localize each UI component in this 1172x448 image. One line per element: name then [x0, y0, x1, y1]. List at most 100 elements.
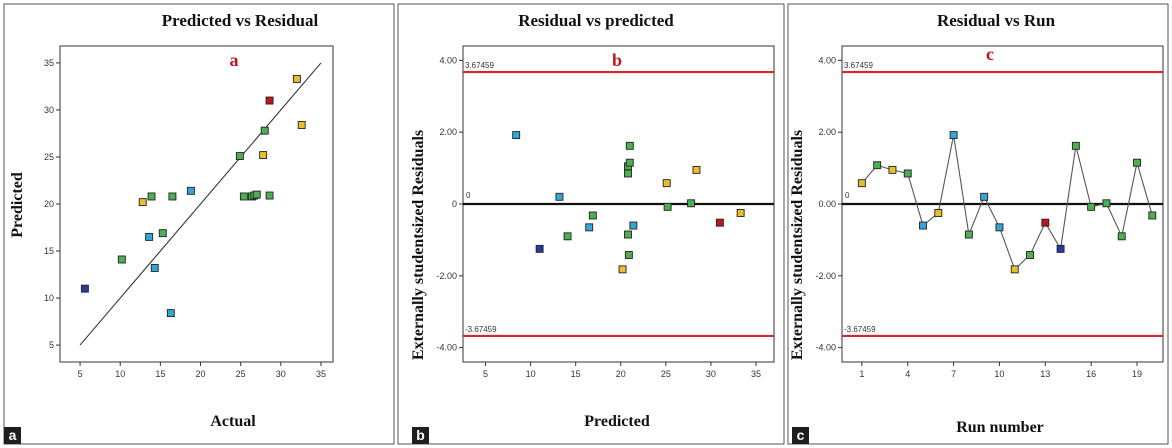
data-point	[1117, 232, 1126, 241]
chart-title: Residual vs Run	[937, 11, 1056, 30]
data-point	[618, 265, 627, 274]
data-point	[252, 190, 261, 199]
y-tick-label: -4.00	[436, 343, 457, 353]
y-tick-label: 35	[44, 58, 54, 68]
data-point	[715, 218, 724, 227]
data-point	[662, 179, 671, 188]
zero-label: 0	[845, 191, 850, 200]
x-axis-label: Predicted	[584, 413, 650, 430]
x-tick-label: 10	[115, 369, 125, 379]
data-point	[692, 165, 701, 174]
data-point	[1087, 202, 1096, 211]
y-tick-label: 25	[44, 152, 54, 162]
data-point	[117, 255, 126, 264]
x-tick-label: 7	[951, 369, 956, 379]
panel-letter: a	[230, 50, 239, 70]
chart-panel-b: Residual vs predicted 5 10 15 20 25 30 35 4.00 2.…	[397, 3, 785, 445]
zero-label: 0	[466, 191, 471, 200]
chart-panel-c: Residual vs Run 1 4 7 10 13 16 19 4.00 2.00 0.00 -2…	[787, 3, 1169, 445]
data-point	[166, 309, 175, 318]
data-point	[80, 284, 89, 293]
y-tick-label: 4.00	[439, 55, 457, 65]
data-point	[919, 221, 927, 230]
data-point	[949, 131, 958, 140]
data-point	[964, 230, 973, 239]
lower-limit-label: -3.67459	[465, 325, 497, 334]
y-tick-label: -2.00	[815, 271, 836, 281]
data-point	[138, 198, 147, 207]
data-point	[168, 192, 177, 201]
x-tick-label: 30	[276, 369, 286, 379]
x-tick-label: 10	[526, 369, 536, 379]
data-point	[150, 264, 159, 272]
chart-panel-a: Predicted vs Residual 5 10 15 20 25 30 35 5 10 15 2…	[3, 3, 395, 445]
x-tick-label: 20	[616, 369, 626, 379]
chart-title: Predicted vs Residual	[162, 11, 319, 30]
y-axis-label: Externally studentsized Residuals	[410, 130, 427, 360]
data-point	[687, 199, 696, 208]
panel-badge	[4, 427, 21, 444]
upper-limit-label: 3.67459	[844, 61, 873, 70]
data-point	[1056, 244, 1065, 253]
panel-badge	[412, 427, 429, 444]
x-tick-label: 5	[78, 369, 83, 379]
data-point	[1133, 158, 1141, 167]
data-point	[857, 179, 866, 188]
y-tick-label: -4.00	[815, 343, 836, 353]
data-point	[259, 151, 268, 160]
x-tick-label: 25	[661, 369, 671, 379]
data-point	[873, 161, 882, 170]
y-tick-label: 15	[44, 246, 54, 256]
y-tick-label: 4.00	[818, 55, 836, 65]
data-point	[1071, 141, 1080, 150]
x-tick-label: 4	[905, 369, 910, 379]
x-tick-label: 13	[1040, 369, 1050, 379]
y-tick-label: 2.00	[439, 127, 457, 137]
x-tick-label: 15	[155, 369, 165, 379]
panel-badge	[792, 427, 809, 444]
data-point	[888, 165, 897, 174]
x-tick-label: 20	[196, 369, 206, 379]
data-point	[186, 186, 195, 195]
y-axis-label: Externally studentsized Residuals	[789, 130, 806, 360]
y-tick-label: 0.00	[818, 199, 836, 209]
data-point	[1041, 218, 1050, 227]
plot-area	[59, 45, 334, 363]
data-point	[563, 232, 572, 241]
data-point	[265, 96, 274, 105]
x-tick-label: 15	[571, 369, 581, 379]
y-tick-label: 2.00	[818, 127, 836, 137]
data-point	[297, 121, 306, 129]
panel-letter: c	[986, 44, 994, 64]
data-point	[535, 244, 544, 253]
x-tick-label: 10	[994, 369, 1004, 379]
x-tick-label: 35	[751, 369, 761, 379]
data-point	[1148, 211, 1157, 220]
data-point	[624, 169, 632, 178]
data-point	[903, 169, 912, 178]
data-point	[980, 192, 989, 201]
x-tick-label: 25	[236, 369, 246, 379]
data-point	[934, 209, 943, 217]
panel-badge-label: c	[797, 427, 805, 443]
data-point	[585, 223, 594, 232]
data-point	[625, 158, 634, 167]
data-point	[629, 221, 638, 230]
data-point	[260, 126, 269, 135]
data-point	[624, 251, 633, 259]
y-tick-label: 10	[44, 293, 54, 303]
panel-badge-label: b	[416, 427, 425, 443]
y-tick-label: 20	[44, 199, 54, 209]
x-tick-label: 35	[316, 369, 326, 379]
data-point	[625, 141, 634, 150]
lower-limit-label: -3.67459	[844, 325, 876, 334]
y-tick-label: 0	[452, 199, 457, 209]
panel-letter: b	[612, 50, 622, 70]
x-tick-label: 16	[1086, 369, 1096, 379]
data-point	[1010, 265, 1019, 274]
x-axis-label: Run number	[956, 419, 1044, 436]
x-tick-label: 30	[706, 369, 716, 379]
data-point	[292, 74, 301, 83]
data-point	[1026, 251, 1034, 259]
